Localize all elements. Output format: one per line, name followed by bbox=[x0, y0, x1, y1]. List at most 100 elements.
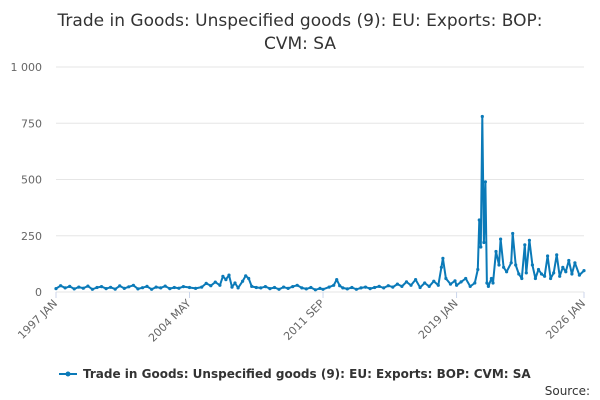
data-point-68[interactable] bbox=[350, 285, 354, 290]
data-point-116[interactable] bbox=[517, 272, 521, 276]
data-point-11[interactable] bbox=[104, 287, 108, 291]
data-point-87[interactable] bbox=[436, 283, 440, 287]
data-point-92[interactable] bbox=[453, 279, 457, 283]
data-point-29[interactable] bbox=[187, 285, 192, 290]
data-point-124[interactable] bbox=[539, 272, 544, 276]
data-point-52[interactable] bbox=[282, 285, 286, 289]
data-point-132[interactable] bbox=[564, 270, 568, 274]
data-point-76[interactable] bbox=[386, 284, 390, 288]
data-point-94[interactable] bbox=[459, 280, 463, 284]
data-point-111[interactable] bbox=[502, 265, 506, 269]
data-point-30[interactable] bbox=[194, 286, 198, 290]
data-point-40[interactable] bbox=[233, 281, 237, 285]
data-point-15[interactable] bbox=[122, 286, 126, 290]
data-point-88[interactable] bbox=[439, 265, 443, 269]
data-point-120[interactable] bbox=[527, 238, 532, 242]
data-point-118[interactable] bbox=[523, 243, 527, 247]
data-point-58[interactable] bbox=[309, 285, 313, 290]
data-point-123[interactable] bbox=[536, 267, 541, 272]
data-point-56[interactable] bbox=[300, 286, 304, 290]
data-point-50[interactable] bbox=[272, 285, 277, 290]
data-point-74[interactable] bbox=[377, 284, 381, 288]
data-point-53[interactable] bbox=[286, 286, 290, 290]
data-point-32[interactable] bbox=[204, 281, 208, 285]
data-point-133[interactable] bbox=[567, 258, 571, 263]
data-point-128[interactable] bbox=[552, 271, 556, 275]
data-point-31[interactable] bbox=[200, 285, 204, 289]
data-point-1[interactable] bbox=[59, 284, 63, 288]
data-point-79[interactable] bbox=[400, 284, 404, 288]
data-point-39[interactable] bbox=[230, 285, 234, 289]
data-point-80[interactable] bbox=[404, 280, 409, 284]
data-point-24[interactable] bbox=[163, 284, 167, 288]
data-point-13[interactable] bbox=[113, 287, 117, 291]
legend[interactable]: Trade in Goods: Unspecified goods (9): E… bbox=[59, 367, 531, 381]
data-point-93[interactable] bbox=[455, 283, 459, 287]
data-point-9[interactable] bbox=[95, 285, 99, 290]
data-point-54[interactable] bbox=[291, 285, 295, 289]
data-point-49[interactable] bbox=[268, 287, 272, 291]
data-point-73[interactable] bbox=[373, 285, 377, 290]
data-point-36[interactable] bbox=[221, 274, 225, 278]
data-point-34[interactable] bbox=[213, 280, 217, 284]
data-point-22[interactable] bbox=[154, 285, 158, 289]
data-point-57[interactable] bbox=[304, 287, 308, 291]
data-point-65[interactable] bbox=[338, 284, 342, 288]
data-point-129[interactable] bbox=[555, 253, 559, 257]
data-point-59[interactable] bbox=[313, 288, 317, 292]
data-point-90[interactable] bbox=[444, 276, 448, 281]
data-point-119[interactable] bbox=[524, 271, 528, 275]
data-point-96[interactable] bbox=[468, 284, 472, 288]
data-point-70[interactable] bbox=[359, 286, 363, 290]
data-point-105[interactable] bbox=[486, 284, 490, 288]
data-point-113[interactable] bbox=[509, 261, 513, 265]
data-point-102[interactable] bbox=[482, 240, 486, 245]
data-point-125[interactable] bbox=[543, 274, 547, 278]
data-point-4[interactable] bbox=[72, 287, 76, 291]
data-point-63[interactable] bbox=[332, 283, 336, 287]
data-point-98[interactable] bbox=[476, 267, 480, 272]
data-point-103[interactable] bbox=[483, 180, 487, 184]
data-point-100[interactable] bbox=[479, 245, 483, 249]
data-point-61[interactable] bbox=[321, 287, 325, 291]
data-point-12[interactable] bbox=[109, 285, 113, 289]
data-point-82[interactable] bbox=[414, 278, 418, 282]
data-point-66[interactable] bbox=[341, 286, 345, 290]
data-point-137[interactable] bbox=[582, 269, 586, 273]
data-point-109[interactable] bbox=[497, 263, 501, 267]
data-point-127[interactable] bbox=[549, 276, 553, 281]
data-point-26[interactable] bbox=[172, 285, 176, 290]
data-point-67[interactable] bbox=[345, 287, 349, 291]
data-point-21[interactable] bbox=[150, 287, 154, 291]
data-point-99[interactable] bbox=[477, 218, 481, 222]
data-point-78[interactable] bbox=[395, 282, 399, 286]
data-point-19[interactable] bbox=[140, 286, 145, 290]
data-point-47[interactable] bbox=[259, 286, 263, 290]
data-point-37[interactable] bbox=[224, 278, 228, 282]
data-point-134[interactable] bbox=[570, 272, 574, 276]
data-point-91[interactable] bbox=[448, 282, 453, 286]
data-point-95[interactable] bbox=[464, 276, 468, 281]
data-point-130[interactable] bbox=[558, 274, 562, 278]
data-point-45[interactable] bbox=[250, 284, 254, 288]
data-point-135[interactable] bbox=[573, 261, 577, 265]
data-point-97[interactable] bbox=[473, 281, 477, 285]
data-point-117[interactable] bbox=[520, 276, 524, 281]
data-point-114[interactable] bbox=[511, 231, 515, 236]
data-point-112[interactable] bbox=[505, 270, 509, 274]
data-point-5[interactable] bbox=[77, 285, 81, 289]
data-point-51[interactable] bbox=[277, 287, 281, 291]
data-point-16[interactable] bbox=[127, 285, 131, 289]
data-point-14[interactable] bbox=[118, 284, 122, 288]
data-point-42[interactable] bbox=[241, 279, 245, 283]
data-point-77[interactable] bbox=[391, 285, 395, 289]
data-point-106[interactable] bbox=[489, 276, 493, 281]
data-point-115[interactable] bbox=[514, 263, 518, 267]
data-point-20[interactable] bbox=[145, 284, 149, 288]
data-point-35[interactable] bbox=[218, 283, 222, 287]
data-point-44[interactable] bbox=[247, 276, 251, 281]
data-point-122[interactable] bbox=[533, 276, 538, 281]
data-point-71[interactable] bbox=[363, 285, 368, 289]
data-point-81[interactable] bbox=[409, 283, 413, 287]
data-point-3[interactable] bbox=[68, 284, 72, 288]
